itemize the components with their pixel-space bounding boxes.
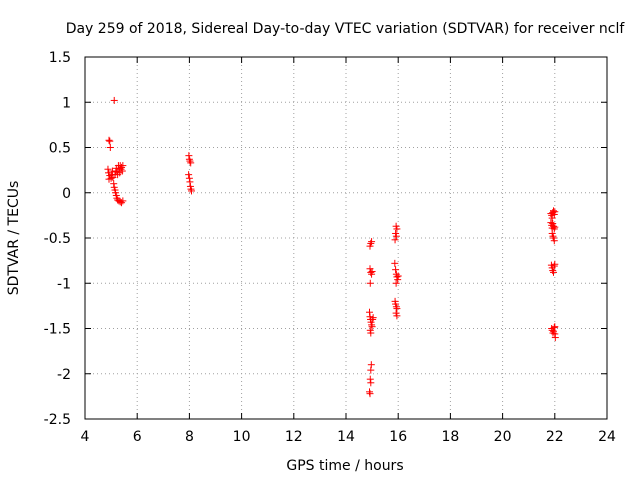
x-tick-label: 8 bbox=[185, 429, 194, 445]
data-point bbox=[394, 276, 402, 284]
data-point bbox=[368, 238, 376, 246]
data-point bbox=[105, 136, 113, 144]
data-point bbox=[393, 312, 401, 320]
y-tick-label: -1 bbox=[57, 276, 71, 292]
x-tick-label: 16 bbox=[389, 429, 407, 445]
data-point bbox=[106, 144, 114, 151]
x-axis-label: GPS time / hours bbox=[286, 458, 403, 474]
data-point bbox=[365, 308, 373, 316]
data-points bbox=[104, 96, 559, 398]
y-tick-label: -1.5 bbox=[44, 322, 71, 338]
data-point bbox=[118, 163, 126, 171]
data-point bbox=[186, 178, 194, 186]
data-point bbox=[367, 268, 375, 276]
data-point bbox=[367, 329, 375, 337]
axis-ticks: 4 6 8 10 12 14 16 18 20 22 24 -2.5 -2 -1.5 -1 -0.5 0 0.5 1… bbox=[44, 50, 616, 445]
x-tick-label: 20 bbox=[494, 429, 512, 445]
data-point bbox=[548, 214, 556, 222]
data-point bbox=[119, 162, 127, 170]
data-point bbox=[119, 197, 127, 205]
data-point bbox=[391, 259, 399, 267]
data-point bbox=[110, 180, 118, 188]
chart-title: Day 259 of 2018, Sidereal Day-to-day VTE… bbox=[66, 21, 626, 37]
x-tick-label: 12 bbox=[285, 429, 303, 445]
data-point bbox=[549, 267, 557, 275]
data-point bbox=[110, 96, 118, 104]
data-point bbox=[185, 152, 193, 160]
data-point bbox=[549, 232, 557, 240]
y-tick-label: 1.5 bbox=[49, 50, 71, 66]
data-point bbox=[366, 375, 374, 383]
data-point bbox=[366, 390, 374, 398]
data-point bbox=[549, 329, 557, 337]
data-point bbox=[366, 279, 374, 287]
data-point bbox=[185, 155, 193, 163]
data-point bbox=[549, 207, 557, 215]
data-point bbox=[551, 223, 559, 231]
y-tick-label: 0 bbox=[62, 186, 71, 202]
data-point bbox=[117, 165, 125, 173]
data-point bbox=[550, 262, 558, 270]
data-point bbox=[368, 321, 376, 329]
y-tick-label: 0.5 bbox=[49, 141, 71, 157]
y-tick-label: 1 bbox=[62, 95, 71, 111]
data-point bbox=[118, 199, 126, 207]
data-point bbox=[187, 187, 195, 195]
data-point bbox=[369, 314, 377, 322]
data-point bbox=[391, 236, 399, 244]
data-point bbox=[185, 174, 193, 182]
x-tick-label: 4 bbox=[81, 429, 90, 445]
data-point bbox=[550, 237, 558, 245]
x-tick-label: 6 bbox=[133, 429, 142, 445]
y-axis-label: SDTVAR / TECUs bbox=[6, 181, 22, 296]
data-point bbox=[550, 225, 558, 233]
x-tick-label: 24 bbox=[598, 429, 616, 445]
data-point bbox=[392, 303, 400, 311]
data-point bbox=[367, 379, 375, 387]
x-tick-label: 22 bbox=[546, 429, 564, 445]
data-point bbox=[368, 267, 376, 275]
data-point bbox=[549, 268, 557, 276]
data-point bbox=[551, 330, 559, 338]
data-point bbox=[367, 361, 375, 369]
data-point bbox=[551, 260, 559, 268]
data-point bbox=[365, 388, 373, 396]
data-point bbox=[393, 305, 401, 313]
data-point bbox=[551, 323, 559, 331]
data-point bbox=[551, 334, 559, 342]
data-point bbox=[187, 159, 195, 167]
x-tick-label: 10 bbox=[233, 429, 251, 445]
data-point bbox=[118, 167, 126, 175]
x-tick-label: 14 bbox=[337, 429, 355, 445]
data-point bbox=[367, 239, 375, 247]
y-tick-label: -2.5 bbox=[44, 412, 71, 428]
data-point bbox=[392, 279, 400, 287]
data-point bbox=[550, 324, 558, 332]
data-point bbox=[368, 323, 376, 331]
y-tick-label: -2 bbox=[57, 367, 71, 383]
x-tick-label: 18 bbox=[441, 429, 459, 445]
data-point bbox=[186, 157, 194, 165]
data-point bbox=[392, 266, 400, 274]
grid-lines bbox=[85, 57, 607, 419]
data-point bbox=[394, 272, 402, 280]
data-point bbox=[185, 171, 193, 179]
data-point bbox=[367, 366, 375, 374]
y-tick-label: -0.5 bbox=[44, 231, 71, 247]
data-point bbox=[106, 137, 114, 145]
data-point bbox=[187, 185, 195, 193]
data-point bbox=[104, 165, 112, 173]
data-point bbox=[392, 232, 400, 240]
data-point bbox=[551, 208, 559, 216]
data-point bbox=[393, 225, 401, 233]
data-point bbox=[369, 315, 377, 323]
data-point bbox=[105, 175, 113, 183]
